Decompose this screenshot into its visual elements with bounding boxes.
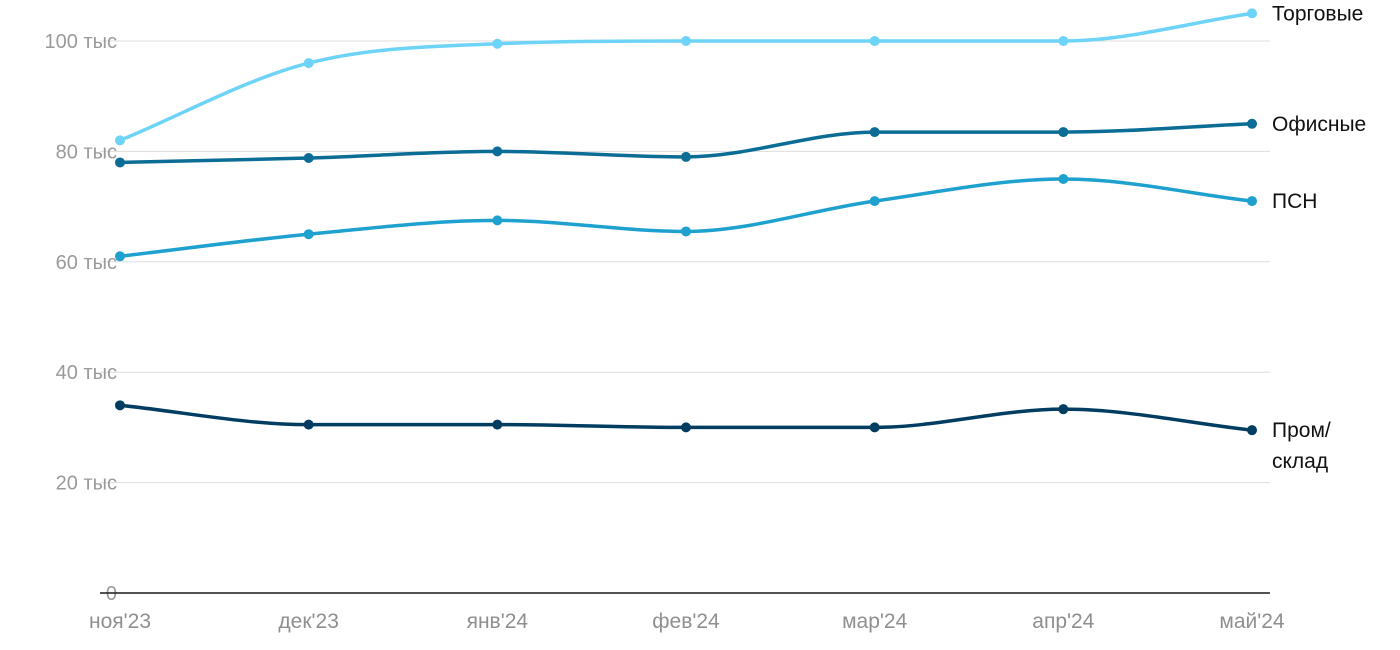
data-point-trade	[1058, 36, 1069, 46]
data-point-psn	[303, 229, 314, 240]
y-tick-label: 0	[106, 583, 117, 605]
data-point-trade	[1247, 8, 1257, 19]
data-point-industrial	[681, 422, 691, 433]
series-office	[115, 118, 1257, 168]
data-point-psn	[1058, 174, 1069, 184]
y-tick-label: 20 тыс	[56, 473, 117, 495]
series-label-trade: Торговые	[1272, 2, 1363, 25]
data-point-psn	[492, 215, 503, 226]
data-point-trade	[869, 36, 880, 46]
series-label-psn: ПСН	[1272, 190, 1317, 213]
series-lines	[115, 8, 1257, 436]
series-label-industrial: Пром/	[1272, 419, 1331, 442]
series-label-office: Офисные	[1272, 113, 1366, 136]
series-line-trade	[118, 11, 1254, 143]
y-tick-label: 60 тыс	[56, 252, 117, 274]
y-tick-label: 40 тыс	[56, 362, 117, 384]
x-tick-label: янв'24	[467, 610, 529, 633]
data-point-industrial	[1058, 404, 1069, 415]
data-point-psn	[681, 226, 691, 237]
x-tick-label: дек'23	[278, 610, 339, 633]
series-trade	[115, 8, 1257, 146]
x-axis-ticks: ноя'23 дек'23 янв'24 фев'24 мар'24 апр'24 май'…	[89, 610, 1285, 633]
y-axis-ticks: 0 20 тыс 40 тыс 60 тыс 80 тыс 100 тыс	[45, 31, 117, 605]
series-label-industrial: склад	[1272, 450, 1328, 473]
data-point-psn	[1247, 196, 1257, 207]
data-point-industrial	[1247, 425, 1257, 436]
gridlines	[100, 40, 1270, 484]
data-point-industrial	[492, 419, 503, 430]
y-tick-label: 100 тыс	[45, 31, 117, 53]
x-tick-label: апр'24	[1032, 610, 1094, 633]
x-tick-label: фев'24	[652, 610, 720, 633]
y-tick-label: 80 тыс	[56, 141, 117, 163]
data-point-industrial	[303, 419, 314, 430]
series-labels: Торговые Офисные ПСН Пром/склад	[1272, 2, 1366, 473]
data-point-office	[303, 153, 314, 164]
data-point-industrial	[869, 422, 880, 433]
data-point-trade	[115, 135, 125, 146]
data-point-office	[681, 151, 691, 162]
x-tick-label: май'24	[1219, 610, 1285, 633]
data-point-psn	[115, 251, 125, 262]
series-industrial	[115, 400, 1257, 436]
data-point-office	[869, 127, 880, 138]
data-point-office	[1247, 118, 1257, 129]
series-line-psn	[118, 177, 1254, 259]
series-psn	[115, 174, 1257, 262]
data-point-trade	[303, 58, 314, 69]
x-tick-label: ноя'23	[89, 610, 151, 633]
data-point-trade	[492, 38, 503, 49]
data-point-psn	[869, 196, 880, 207]
data-point-office	[1058, 127, 1069, 138]
data-point-office	[492, 146, 503, 157]
x-tick-label: мар'24	[842, 610, 907, 633]
data-point-industrial	[115, 400, 125, 411]
data-point-office	[115, 157, 125, 168]
data-point-trade	[681, 36, 691, 46]
